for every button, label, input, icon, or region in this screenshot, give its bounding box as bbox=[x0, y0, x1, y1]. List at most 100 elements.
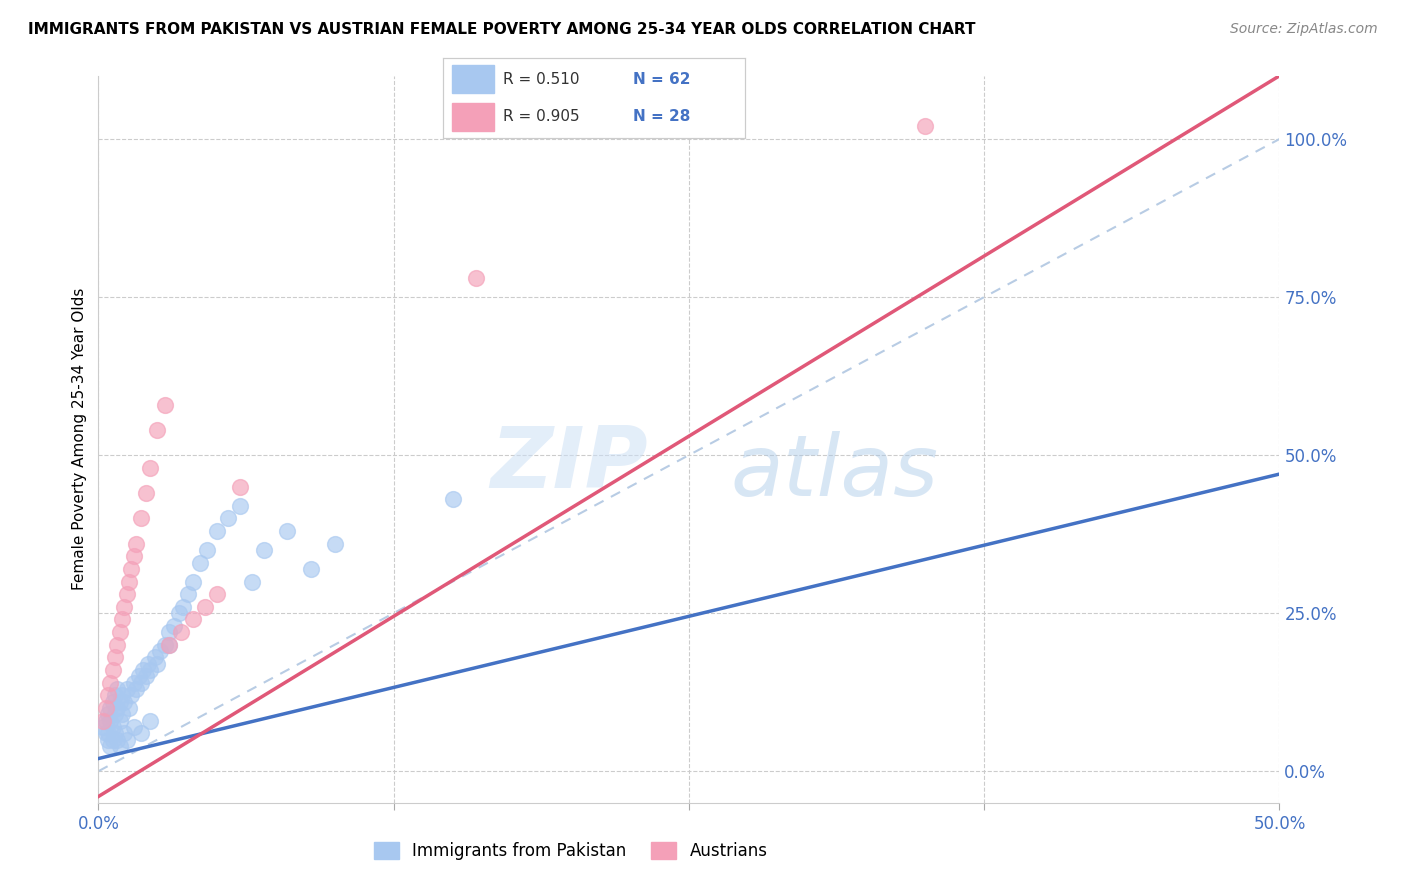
Point bbox=[170, 625, 193, 640]
Point bbox=[97, 726, 120, 740]
Point bbox=[94, 726, 117, 740]
Point bbox=[135, 486, 157, 500]
Point bbox=[205, 587, 228, 601]
Point bbox=[105, 638, 128, 652]
Point bbox=[181, 574, 204, 589]
Point bbox=[229, 499, 252, 513]
Point bbox=[94, 714, 117, 728]
Point bbox=[129, 675, 152, 690]
Text: ZIP: ZIP bbox=[489, 424, 648, 507]
Point bbox=[153, 398, 176, 412]
Point bbox=[108, 714, 131, 728]
Text: Source: ZipAtlas.com: Source: ZipAtlas.com bbox=[1230, 22, 1378, 37]
FancyBboxPatch shape bbox=[451, 103, 495, 131]
Point bbox=[194, 599, 217, 614]
Point bbox=[125, 536, 148, 550]
Point bbox=[118, 574, 141, 589]
Point bbox=[91, 720, 114, 734]
Point bbox=[139, 460, 162, 475]
Point bbox=[146, 423, 169, 437]
Point bbox=[129, 726, 152, 740]
Point bbox=[112, 726, 135, 740]
Point bbox=[122, 720, 145, 734]
Point bbox=[104, 650, 127, 665]
Point bbox=[101, 720, 124, 734]
Point bbox=[101, 663, 124, 677]
Point bbox=[441, 492, 464, 507]
Point bbox=[115, 732, 138, 747]
Text: atlas: atlas bbox=[730, 431, 938, 514]
Point bbox=[299, 562, 322, 576]
Point bbox=[101, 732, 124, 747]
Point bbox=[157, 638, 180, 652]
Point bbox=[91, 714, 114, 728]
Point bbox=[136, 657, 159, 671]
Point bbox=[121, 689, 143, 703]
Point bbox=[98, 701, 121, 715]
Point bbox=[157, 638, 180, 652]
Point bbox=[104, 707, 127, 722]
Text: R = 0.510: R = 0.510 bbox=[503, 72, 579, 87]
Point bbox=[98, 675, 121, 690]
Text: N = 28: N = 28 bbox=[633, 109, 690, 124]
Point bbox=[181, 612, 204, 626]
Point bbox=[122, 549, 145, 564]
Point bbox=[205, 524, 228, 538]
Point bbox=[153, 638, 176, 652]
Point bbox=[101, 695, 124, 709]
Point bbox=[139, 714, 162, 728]
Point bbox=[108, 739, 131, 753]
Point bbox=[229, 480, 252, 494]
Point bbox=[105, 701, 128, 715]
Point bbox=[94, 701, 117, 715]
Point bbox=[111, 689, 134, 703]
Point bbox=[122, 675, 145, 690]
Point bbox=[149, 644, 172, 658]
FancyBboxPatch shape bbox=[451, 65, 495, 94]
Point bbox=[115, 681, 138, 696]
Point bbox=[177, 587, 200, 601]
Point bbox=[172, 599, 194, 614]
Y-axis label: Female Poverty Among 25-34 Year Olds: Female Poverty Among 25-34 Year Olds bbox=[72, 288, 87, 591]
Text: IMMIGRANTS FROM PAKISTAN VS AUSTRIAN FEMALE POVERTY AMONG 25-34 YEAR OLDS CORREL: IMMIGRANTS FROM PAKISTAN VS AUSTRIAN FEM… bbox=[28, 22, 976, 37]
Point bbox=[129, 511, 152, 525]
Point bbox=[97, 707, 120, 722]
Point bbox=[195, 543, 218, 558]
Point bbox=[132, 663, 155, 677]
Point bbox=[105, 681, 128, 696]
Point bbox=[217, 511, 239, 525]
Point bbox=[465, 271, 488, 285]
Point bbox=[125, 681, 148, 696]
Point bbox=[97, 689, 120, 703]
Point bbox=[108, 695, 131, 709]
Point bbox=[163, 619, 186, 633]
Point bbox=[128, 669, 150, 683]
Point bbox=[118, 701, 141, 715]
Point bbox=[146, 657, 169, 671]
Point bbox=[121, 562, 143, 576]
Point bbox=[98, 714, 121, 728]
Point bbox=[98, 739, 121, 753]
Point bbox=[112, 599, 135, 614]
Point bbox=[139, 663, 162, 677]
Point bbox=[104, 689, 127, 703]
Point bbox=[115, 587, 138, 601]
Point bbox=[111, 707, 134, 722]
Point bbox=[157, 625, 180, 640]
Point bbox=[914, 120, 936, 134]
Point bbox=[240, 574, 263, 589]
Point bbox=[104, 726, 127, 740]
Legend: Immigrants from Pakistan, Austrians: Immigrants from Pakistan, Austrians bbox=[367, 836, 775, 867]
Point bbox=[276, 524, 298, 538]
Point bbox=[111, 612, 134, 626]
Point bbox=[188, 556, 211, 570]
Point bbox=[323, 536, 346, 550]
Point bbox=[143, 650, 166, 665]
Text: R = 0.905: R = 0.905 bbox=[503, 109, 579, 124]
Point bbox=[97, 732, 120, 747]
Point bbox=[167, 606, 190, 620]
Point bbox=[112, 695, 135, 709]
Point bbox=[253, 543, 276, 558]
Point bbox=[135, 669, 157, 683]
Point bbox=[105, 732, 128, 747]
